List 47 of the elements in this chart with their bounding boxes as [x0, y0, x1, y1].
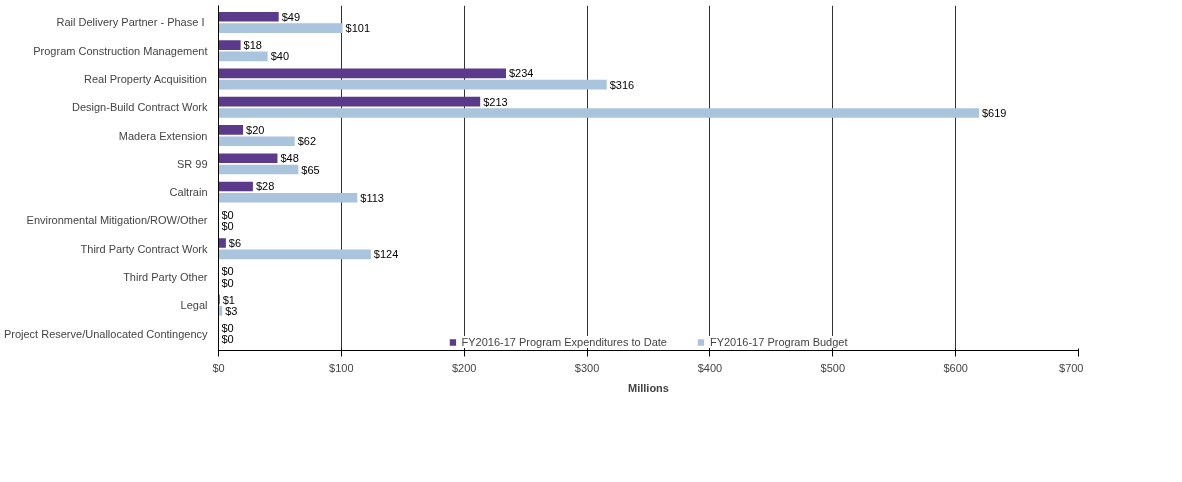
- legend-label: FY2016-17 Program Expenditures to Date: [461, 336, 667, 348]
- x-tick-label: $500: [820, 361, 846, 374]
- y-tick-label: Legal: [180, 299, 208, 312]
- data-label: $0: [221, 333, 234, 346]
- data-label: $234: [508, 67, 534, 80]
- x-tick-label: $600: [943, 361, 968, 374]
- legend-label: FY2016-17 Program Budget: [709, 336, 848, 348]
- data-label: $48: [280, 152, 299, 165]
- y-tick-label: Project Reserve/Unallocated Contingency: [3, 327, 208, 340]
- data-label: $65: [301, 163, 320, 176]
- data-label: $6: [228, 237, 242, 250]
- data-label: $619: [981, 106, 1007, 119]
- y-tick-label: Third Party Other: [123, 270, 208, 283]
- y-tick-label: Caltrain: [169, 186, 208, 199]
- data-label: $0: [221, 321, 234, 334]
- y-tick-label: Environmental Mitigation/ROW/Other: [26, 214, 208, 227]
- x-tick-label: $300: [574, 361, 600, 374]
- data-label: $0: [221, 208, 234, 221]
- data-label: $113: [360, 191, 384, 204]
- data-label: $20: [246, 123, 265, 136]
- x-axis-title: Millions: [628, 381, 669, 394]
- x-tick-label: $200: [451, 361, 477, 374]
- data-label: $62: [297, 135, 317, 148]
- data-label: $3: [225, 304, 238, 317]
- data-label: $213: [483, 95, 508, 108]
- data-label: $49: [281, 10, 301, 23]
- data-label: $40: [270, 50, 289, 63]
- y-tick-label: Program Construction Management: [33, 44, 208, 57]
- data-label: $0: [221, 276, 234, 289]
- x-tick-label: $700: [1059, 361, 1084, 374]
- y-tick-label: Third Party Contract Work: [80, 242, 208, 255]
- data-label: $124: [373, 248, 399, 261]
- data-label: $1: [222, 293, 235, 306]
- data-label: $28: [255, 180, 275, 193]
- y-tick-label: Rail Delivery Partner - Phase I: [56, 16, 205, 29]
- data-label: $101: [345, 22, 371, 35]
- y-tick-label: Real Property Acquisition: [84, 73, 207, 86]
- y-tick-label: SR 99: [176, 157, 208, 170]
- data-label: $316: [609, 78, 635, 91]
- data-label: $0: [221, 220, 234, 233]
- x-tick-label: $0: [212, 361, 225, 374]
- x-tick-label: $100: [329, 361, 354, 374]
- data-label: $0: [221, 265, 234, 278]
- y-tick-label: Madera Extension: [118, 129, 208, 142]
- data-label: $18: [243, 39, 262, 52]
- x-tick-label: $400: [697, 361, 723, 374]
- y-tick-label: Design-Build Contract Work: [71, 101, 208, 114]
